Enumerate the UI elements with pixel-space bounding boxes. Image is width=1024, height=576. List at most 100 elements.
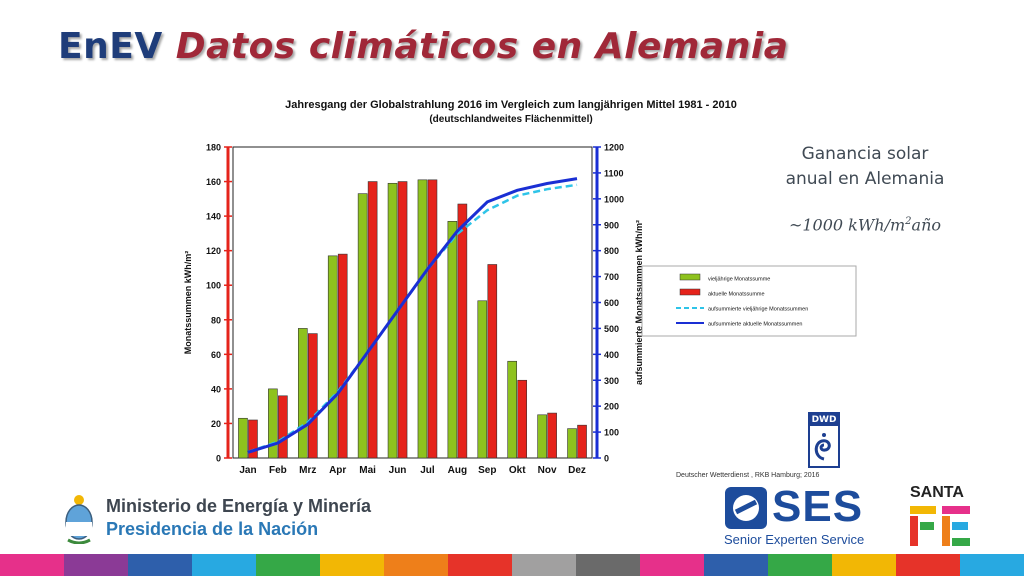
x-axis-tick-label: Aug	[448, 465, 467, 476]
side-caption-line1: Ganancia solar	[801, 144, 929, 164]
x-axis-tick-label: Mrz	[299, 465, 316, 476]
right-axis-tick-label: 400	[604, 350, 619, 360]
right-axis-tick-label: 500	[604, 324, 619, 334]
right-axis-tick-label: 1200	[604, 143, 624, 153]
bar-vieljaehrig	[537, 414, 547, 459]
x-axis-tick-label: Nov	[538, 465, 557, 476]
ses-emblem-icon	[725, 487, 767, 529]
stripe-segment	[896, 554, 960, 576]
side-caption-line2: anual en Alemania	[785, 169, 945, 189]
side-formula-prefix: ~1000 kWh/m	[788, 215, 906, 235]
dwd-logo: DWD	[808, 412, 840, 468]
bar-aktuell	[427, 179, 438, 459]
right-axis-tick-label: 300	[604, 376, 619, 386]
right-axis-tick-label: 1100	[604, 168, 624, 178]
right-axis-tick-label: 1000	[604, 194, 624, 204]
stripe-segment	[128, 554, 192, 576]
right-axis-tick-label: 600	[604, 298, 619, 308]
ministry-name: Ministerio de Energía y Minería	[106, 496, 372, 516]
bar-vieljaehrig	[297, 328, 308, 459]
side-formula-suffix: año	[911, 215, 942, 235]
bar-aktuell	[307, 333, 318, 459]
bar-vieljaehrig	[567, 428, 577, 459]
bar-vieljaehrig	[447, 220, 458, 459]
bottom-color-stripe	[0, 554, 1024, 576]
right-axis-label: aufsummierte Monatssummen kWh/m²	[634, 220, 644, 385]
bar-aktuell	[278, 395, 288, 459]
legend-label: aktuelle Monatssumme	[708, 292, 765, 298]
left-axis-tick-label: 0	[216, 454, 221, 464]
bar-vieljaehrig	[268, 388, 278, 459]
x-axis-tick-label: Apr	[329, 465, 346, 476]
stripe-segment	[192, 554, 256, 576]
santa-fe-logo-text: SANTA	[910, 484, 964, 501]
plot-area	[232, 146, 593, 459]
title-prefix: EnEV	[58, 26, 163, 67]
left-axis-tick-label: 80	[211, 315, 221, 325]
bar-vieljaehrig	[238, 417, 248, 459]
legend-swatch	[679, 288, 701, 296]
santa-fe-fe-mark-icon: FE	[910, 506, 970, 546]
bar-vieljaehrig	[477, 300, 488, 459]
side-caption: Ganancia solar anual en Alemania ~1000 k…	[760, 142, 970, 237]
stripe-segment	[512, 554, 576, 576]
stripe-segment	[768, 554, 832, 576]
bar-aktuell	[457, 203, 468, 459]
stripe-segment	[960, 554, 1024, 576]
stripe-segment	[448, 554, 512, 576]
bar-aktuell	[248, 419, 258, 459]
stripe-segment	[384, 554, 448, 576]
left-axis-tick-label: 140	[206, 212, 221, 222]
stripe-segment	[320, 554, 384, 576]
argentina-coat-of-arms-icon	[65, 495, 93, 544]
legend-label: aufsummierte vieljährige Monatssummen	[708, 307, 808, 313]
bar-aktuell	[397, 181, 408, 459]
slide-title: EnEV Datos climáticos en Alemania	[58, 26, 788, 67]
left-axis-tick-label: 40	[211, 384, 221, 394]
side-formula: ~1000 kWh/m2año	[760, 209, 970, 237]
x-axis-tick-label: Jan	[239, 465, 256, 476]
title-main: Datos climáticos en Alemania	[175, 26, 789, 67]
santa-fe-fe-text: FE	[941, 543, 943, 545]
x-axis-tick-label: Dez	[568, 465, 586, 476]
right-axis-tick-label: 100	[604, 428, 619, 438]
legend-box	[641, 265, 857, 337]
ses-logo: SES Senior Experten Service	[724, 482, 884, 548]
x-axis-tick-label: Mai	[359, 465, 376, 476]
left-axis-tick-label: 120	[206, 246, 221, 256]
stripe-segment	[64, 554, 128, 576]
globalstrahlung-chart: Jahresgang der Globalstrahlung 2016 im V…	[183, 99, 857, 476]
bar-vieljaehrig	[507, 360, 518, 459]
right-axis-tick-label: 700	[604, 272, 619, 282]
santa-fe-logo: SANTA FE	[906, 484, 976, 548]
x-axis-tick-label: Sep	[478, 465, 496, 476]
bar-aktuell	[547, 412, 557, 459]
chart-panel: Jahresgang der Globalstrahlung 2016 im V…	[152, 92, 870, 484]
bar-aktuell	[577, 424, 587, 459]
left-axis-tick-label: 100	[206, 281, 221, 291]
right-axis-tick-label: 0	[604, 454, 609, 464]
legend-label: vieljährige Monatssumme	[708, 277, 770, 283]
x-axis-tick-label: Jul	[420, 465, 435, 476]
x-axis-tick-label: Feb	[269, 465, 287, 476]
bar-aktuell	[517, 379, 528, 459]
right-axis-tick-label: 800	[604, 246, 619, 256]
left-axis-tick-label: 20	[211, 419, 221, 429]
bar-vieljaehrig	[327, 255, 338, 459]
ministry-logo: Ministerio de Energía y Minería Presiden…	[62, 492, 376, 544]
presidency-name: Presidencia de la Nación	[106, 519, 319, 539]
left-axis-label: Monatssummen kWh/m²	[183, 251, 193, 355]
stripe-segment	[704, 554, 768, 576]
bar-aktuell	[487, 264, 498, 459]
source-credit: Deutscher Wetterdienst , RKB Hamburg; 20…	[676, 472, 820, 479]
stripe-segment	[0, 554, 64, 576]
line-aktuell-aufsummiert	[247, 177, 578, 454]
x-axis-tick-label: Okt	[509, 465, 526, 476]
right-axis-tick-label: 200	[604, 402, 619, 412]
dwd-swirl-icon	[814, 433, 831, 461]
chart-title: Jahresgang der Globalstrahlung 2016 im V…	[285, 99, 737, 111]
legend-swatch	[679, 273, 701, 281]
bar-aktuell	[337, 253, 348, 459]
bar-vieljaehrig	[357, 193, 368, 459]
left-axis-tick-label: 160	[206, 177, 221, 187]
